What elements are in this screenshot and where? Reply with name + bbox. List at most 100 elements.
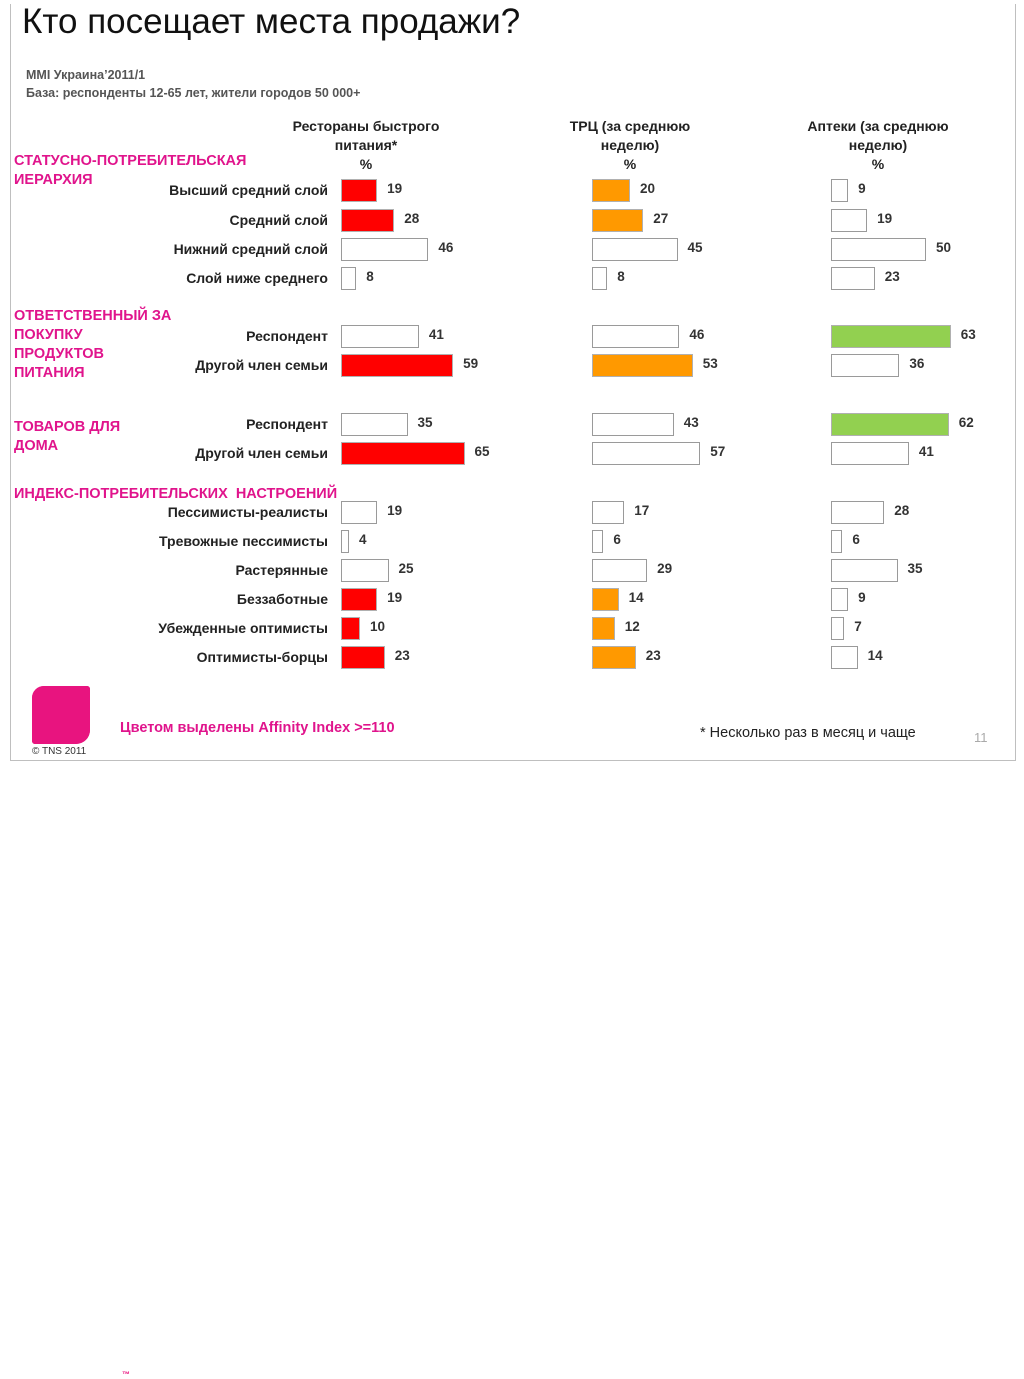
bar-2 xyxy=(592,442,701,465)
frame-right-border xyxy=(1015,4,1016,760)
data-label-2: 6 xyxy=(613,532,621,547)
data-label-1: 19 xyxy=(387,503,403,518)
bar-3 xyxy=(831,530,843,553)
row-label: Тревожные пессимисты xyxy=(159,533,328,549)
data-label-3: 28 xyxy=(894,503,910,518)
data-label-1: 10 xyxy=(370,619,386,634)
bar-3 xyxy=(831,501,885,524)
column-header-title: ТРЦ (за среднюю неделю) xyxy=(569,118,691,153)
data-label-2: 45 xyxy=(687,240,703,255)
bar-2 xyxy=(592,617,615,640)
page-title: Кто посещает места продажи? xyxy=(22,2,521,41)
bar-1 xyxy=(341,354,454,377)
data-label-1: 25 xyxy=(398,561,414,576)
bar-1 xyxy=(341,325,419,348)
bar-3 xyxy=(831,559,898,582)
data-label-3: 6 xyxy=(852,532,860,547)
frame-left-border xyxy=(10,4,11,760)
copyright: © TNS 2011 xyxy=(32,746,87,757)
data-label-3: 36 xyxy=(909,356,925,371)
data-label-2: 20 xyxy=(640,181,656,196)
data-label-1: 35 xyxy=(417,415,433,430)
data-source: MMI Украина’2011/1 xyxy=(26,68,146,82)
bar-1 xyxy=(341,646,385,669)
data-label-3: 35 xyxy=(907,561,923,576)
bar-1 xyxy=(341,617,360,640)
data-label-2: 29 xyxy=(657,561,673,576)
trademark-mark: ™ xyxy=(122,1370,130,1379)
row-label: Другой член семьи xyxy=(195,357,328,373)
column-unit: % xyxy=(623,156,637,172)
data-label-1: 46 xyxy=(438,240,454,255)
bar-1 xyxy=(341,530,349,553)
data-label-3: 23 xyxy=(884,269,900,284)
data-label-2: 12 xyxy=(624,619,640,634)
bar-2 xyxy=(592,646,636,669)
bar-1 xyxy=(341,179,378,202)
data-label-3: 19 xyxy=(877,211,893,226)
column-header-1: Рестораны быстрого питания*% xyxy=(236,117,496,174)
bar-1 xyxy=(341,413,408,436)
row-label: Респондент xyxy=(246,328,328,344)
bar-2 xyxy=(592,588,619,611)
data-label-1: 4 xyxy=(359,532,367,547)
column-unit: % xyxy=(871,156,885,172)
bar-2 xyxy=(592,354,693,377)
data-label-1: 41 xyxy=(428,327,444,342)
data-label-1: 65 xyxy=(474,444,490,459)
bar-1 xyxy=(341,588,378,611)
row-label: Респондент xyxy=(246,416,328,432)
column-header-2: ТРЦ (за среднюю неделю)% xyxy=(500,117,760,174)
data-label-3: 63 xyxy=(960,327,976,342)
data-label-1: 8 xyxy=(366,269,374,284)
bar-1 xyxy=(341,267,357,290)
bar-3 xyxy=(831,209,868,232)
row-label: Средний слой xyxy=(229,212,328,228)
bar-3 xyxy=(831,325,951,348)
data-label-2: 14 xyxy=(628,590,644,605)
column-header-3: Аптеки (за среднюю неделю)% xyxy=(748,117,1008,174)
row-label: Пессимисты-реалисты xyxy=(167,504,328,520)
data-label-1: 59 xyxy=(463,356,479,371)
row-label: Высший средний слой xyxy=(169,182,328,198)
bar-2 xyxy=(592,238,678,261)
column-header-title: Рестораны быстрого питания* xyxy=(292,118,440,153)
data-label-3: 14 xyxy=(867,648,883,663)
bar-1 xyxy=(341,238,429,261)
data-label-1: 19 xyxy=(387,181,403,196)
data-label-3: 62 xyxy=(958,415,974,430)
bar-1 xyxy=(341,501,378,524)
data-label-2: 27 xyxy=(653,211,669,226)
data-label-2: 23 xyxy=(645,648,661,663)
data-label-3: 9 xyxy=(858,590,866,605)
data-label-3: 41 xyxy=(918,444,934,459)
data-label-1: 28 xyxy=(404,211,420,226)
bar-1 xyxy=(341,442,465,465)
section-label-3: ТОВАРОВ ДЛЯ ДОМА xyxy=(14,419,121,454)
row-label: Оптимисты-борцы xyxy=(196,649,328,665)
bar-2 xyxy=(592,179,630,202)
column-unit: % xyxy=(359,156,373,172)
section-label-1: СТАТУСНО-ПОТРЕБИТЕЛЬСКАЯ ИЕРАРХИЯ xyxy=(14,153,247,188)
data-label-2: 46 xyxy=(689,327,705,342)
section-label-2: ОТВЕТСТВЕННЫЙ ЗА ПОКУПКУ ПРОДУКТОВ ПИТАН… xyxy=(14,308,172,381)
data-label-2: 17 xyxy=(634,503,650,518)
frame-bottom-border xyxy=(10,760,1016,761)
page-number: 11 xyxy=(974,730,988,745)
bar-3 xyxy=(831,179,849,202)
data-label-1: 23 xyxy=(394,648,410,663)
data-label-2: 8 xyxy=(617,269,625,284)
bar-2 xyxy=(592,267,608,290)
sample-base: База: респонденты 12-65 лет, жители горо… xyxy=(26,86,361,100)
bar-3 xyxy=(831,413,949,436)
legend-note: Цветом выделены Affinity Index >=110 xyxy=(120,720,395,736)
row-label: Нижний средний слой xyxy=(173,241,328,257)
bar-3 xyxy=(831,646,858,669)
bar-2 xyxy=(592,530,604,553)
bar-3 xyxy=(831,588,849,611)
data-label-3: 9 xyxy=(858,181,866,196)
row-label: Растерянные xyxy=(235,562,328,578)
row-label: Убежденные оптимисты xyxy=(158,620,328,636)
section-label-4: ИНДЕКС-ПОТРЕБИТЕЛЬСКИХ НАСТРОЕНИЙ xyxy=(14,486,338,502)
row-label: Другой член семьи xyxy=(195,445,328,461)
